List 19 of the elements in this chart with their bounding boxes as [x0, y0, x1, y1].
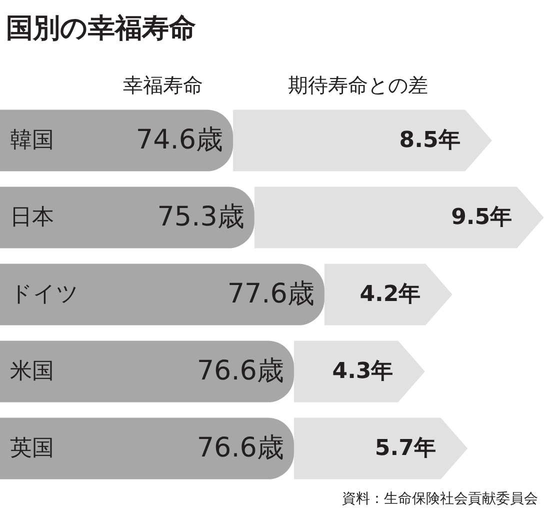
data-label: 76.6歳 [196, 356, 284, 387]
data-label: 76.6歳 [196, 432, 284, 464]
data-label: 74.6歳 [136, 124, 224, 156]
chart-title: 国別の幸福寿命 [6, 12, 196, 46]
text: 資料：生命保険社会貢献委員会 [342, 490, 538, 508]
y-tick-label: 米国 [10, 359, 54, 384]
y-tick-label: 英国 [10, 436, 54, 462]
data-label: 4.3年 [332, 359, 394, 384]
y-tick-label: ドイツ [10, 282, 79, 308]
data-label: 77.6歳 [227, 278, 314, 310]
y-tick-label: 韓国 [10, 128, 54, 154]
series-label: 幸福寿命 [123, 72, 204, 99]
y-tick-label: 日本 [10, 205, 54, 230]
data-label: 75.3歳 [157, 202, 244, 233]
data-label: 4.2年 [360, 282, 421, 308]
data-label: 5.7年 [374, 436, 436, 462]
data-label: 8.5年 [399, 128, 460, 154]
data-label: 9.5年 [451, 205, 512, 230]
series-label: 期待寿命との差 [288, 72, 428, 99]
